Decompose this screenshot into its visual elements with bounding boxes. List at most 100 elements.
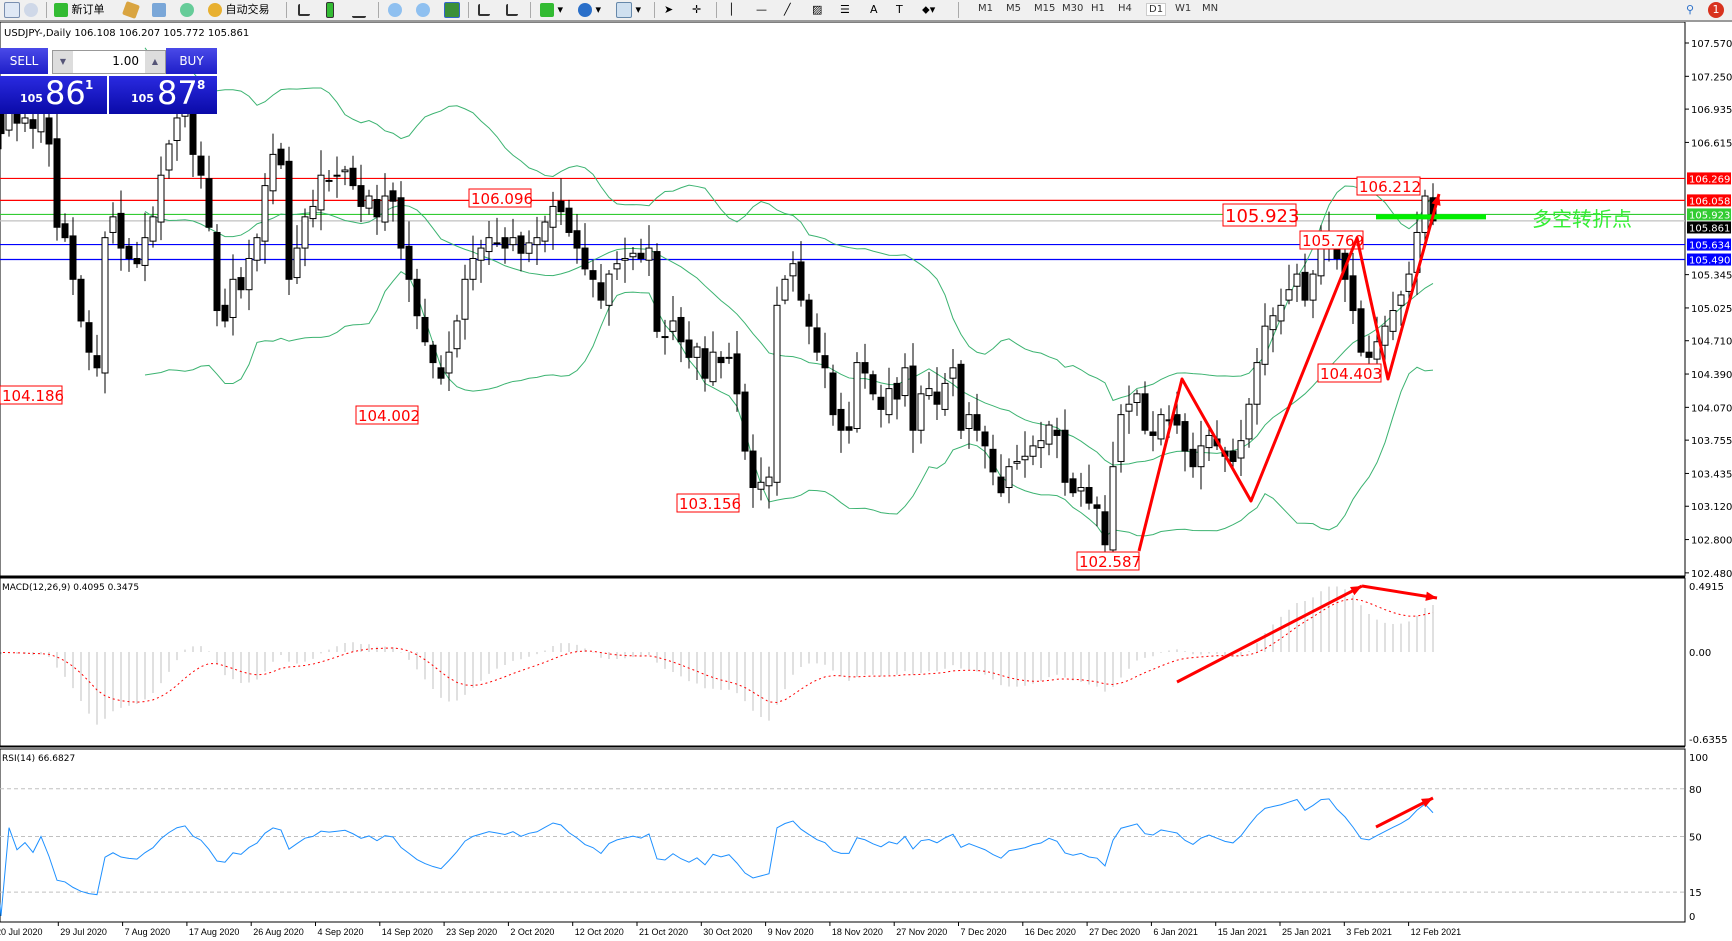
cursor-icon[interactable]: ➤ bbox=[664, 3, 674, 16]
sell-price[interactable]: 105 86 1 bbox=[0, 74, 107, 114]
timeframe-d1[interactable]: D1 bbox=[1146, 3, 1167, 16]
auto-trading-button[interactable]: 自动交易 bbox=[208, 2, 270, 18]
candle bbox=[1021, 431, 1029, 478]
candle-body bbox=[1365, 351, 1373, 358]
candle bbox=[1149, 411, 1157, 452]
new-order-button[interactable]: 新订单 bbox=[54, 2, 105, 18]
candle bbox=[325, 170, 333, 192]
date-tick-label: 15 Jan 2021 bbox=[1218, 927, 1268, 937]
notification-badge[interactable]: 1 bbox=[1708, 2, 1724, 18]
candle-body bbox=[125, 245, 133, 259]
price-line-label-box bbox=[1687, 208, 1731, 221]
sell-price-big-figure: 105 bbox=[20, 92, 43, 105]
lot-size-stepper[interactable]: ▼ 1.00 ▲ bbox=[52, 50, 166, 74]
zoom-in-icon[interactable] bbox=[388, 2, 402, 18]
text-label-icon[interactable]: T bbox=[896, 3, 903, 16]
price-marker-text: 104.403 bbox=[1320, 365, 1382, 383]
tile-windows-icon[interactable] bbox=[444, 2, 460, 18]
chart-window[interactable]: 107.570 107.250 106.935 106.615 105.345 105.0… bbox=[0, 21, 1732, 938]
candle bbox=[741, 383, 749, 460]
timeframe-m15[interactable]: M15 bbox=[1034, 3, 1056, 14]
search-icon[interactable]: ⚲ bbox=[1686, 3, 1695, 16]
magnifier-icon[interactable] bbox=[24, 2, 38, 18]
timeframe-m1[interactable]: M1 bbox=[978, 3, 993, 14]
templates-icon[interactable]: ▾ bbox=[616, 2, 641, 18]
price-marker-text: 104.002 bbox=[358, 407, 420, 425]
candle bbox=[573, 214, 581, 264]
price-marker-box bbox=[1299, 230, 1364, 250]
timeframe-m5[interactable]: M5 bbox=[1006, 3, 1021, 14]
lot-size-value[interactable]: 1.00 bbox=[112, 54, 139, 68]
candle bbox=[373, 184, 381, 235]
candle bbox=[277, 142, 285, 169]
candlestick-chart-icon[interactable] bbox=[326, 2, 334, 18]
candle-body bbox=[509, 237, 517, 246]
zoom-out-icon[interactable] bbox=[416, 2, 430, 18]
arrows-icon[interactable]: ⬥▾ bbox=[922, 3, 936, 16]
trendline-icon[interactable]: ╱ bbox=[784, 3, 791, 16]
vertical-line-icon[interactable]: │ bbox=[728, 3, 735, 16]
sell-price-pips: 86 bbox=[45, 74, 86, 112]
candle-body bbox=[205, 178, 213, 228]
indicators-icon[interactable]: ▾ bbox=[540, 2, 563, 18]
candle bbox=[861, 343, 869, 389]
price-chart[interactable]: 107.570 107.250 106.935 106.615 105.345 105.0… bbox=[0, 21, 1732, 938]
timeframe-m30[interactable]: M30 bbox=[1062, 3, 1084, 14]
candle bbox=[981, 425, 989, 469]
timeframe-h4[interactable]: H4 bbox=[1118, 3, 1132, 14]
candle-body bbox=[133, 257, 141, 265]
candle bbox=[245, 239, 253, 311]
candle bbox=[1133, 389, 1141, 416]
candle-body bbox=[213, 231, 221, 312]
candle-body bbox=[349, 167, 357, 187]
price-tick-label: 103.755 bbox=[1691, 436, 1732, 447]
text-icon[interactable]: A bbox=[870, 3, 878, 16]
equidistant-channel-icon[interactable]: ▨ bbox=[812, 3, 823, 16]
candle bbox=[293, 225, 301, 285]
increase-lot-button[interactable]: ▲ bbox=[145, 51, 165, 73]
bar-chart-icon[interactable] bbox=[298, 2, 310, 18]
price-tick-label: 102.800 bbox=[1691, 536, 1732, 547]
fibonacci-icon[interactable]: ☰ bbox=[840, 3, 850, 16]
options-icon[interactable] bbox=[152, 2, 166, 18]
candle bbox=[1301, 253, 1309, 307]
candle bbox=[141, 212, 149, 282]
candle-body bbox=[701, 348, 709, 379]
price-marker-label: 106.212 bbox=[1356, 176, 1421, 196]
candle bbox=[869, 370, 877, 401]
candle-body bbox=[101, 237, 109, 374]
sell-button[interactable]: SELL bbox=[0, 48, 48, 74]
candle-body bbox=[109, 216, 117, 233]
candle-body bbox=[1093, 504, 1101, 509]
history-center-icon[interactable] bbox=[122, 1, 140, 19]
line-chart-icon[interactable] bbox=[352, 2, 366, 18]
candle-body bbox=[189, 107, 197, 155]
timeframe-w1[interactable]: W1 bbox=[1175, 3, 1192, 14]
horizontal-line-icon[interactable]: — bbox=[756, 3, 767, 16]
candle bbox=[197, 141, 205, 189]
document-icon[interactable] bbox=[4, 2, 20, 18]
new-order-label: 新订单 bbox=[71, 3, 105, 16]
signals-icon[interactable] bbox=[180, 2, 194, 18]
decrease-lot-button[interactable]: ▼ bbox=[53, 51, 73, 73]
timeframe-h1[interactable]: H1 bbox=[1091, 3, 1105, 14]
auto-scroll-icon[interactable] bbox=[478, 2, 490, 18]
buy-button[interactable]: BUY bbox=[166, 48, 217, 74]
candle-body bbox=[165, 143, 173, 171]
chart-shift-icon[interactable] bbox=[506, 2, 518, 18]
timeframe-mn[interactable]: MN bbox=[1202, 3, 1219, 14]
candle bbox=[1261, 303, 1269, 376]
candle-body bbox=[1077, 487, 1085, 492]
candle-body bbox=[1117, 414, 1125, 462]
date-tick-label: 27 Nov 2020 bbox=[896, 927, 947, 937]
candle-body bbox=[629, 252, 637, 258]
candle bbox=[1013, 444, 1021, 470]
price-marker-text: 102.587 bbox=[1079, 553, 1141, 571]
periods-icon[interactable]: ▾ bbox=[578, 2, 601, 18]
buy-price[interactable]: 105 87 8 bbox=[109, 74, 217, 114]
bollinger-band-upper bbox=[144, 47, 1434, 402]
candle-body bbox=[1173, 414, 1181, 426]
candle bbox=[1109, 441, 1117, 571]
candle bbox=[1229, 438, 1237, 468]
crosshair-icon[interactable]: ✛ bbox=[692, 3, 702, 16]
